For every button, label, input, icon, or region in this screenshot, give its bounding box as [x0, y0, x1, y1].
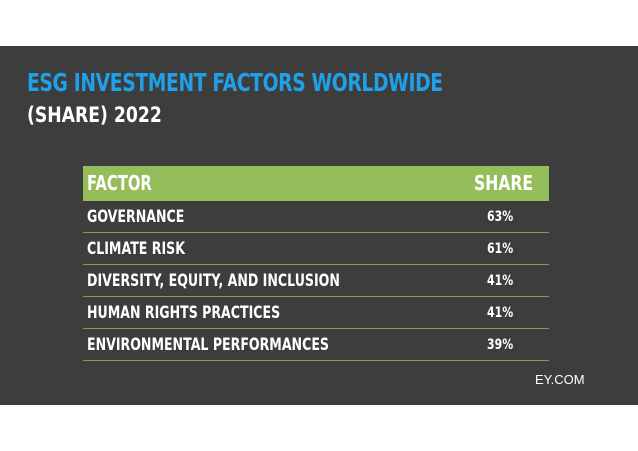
factor-cell: GOVERNANCE [87, 207, 185, 227]
chart-subtitle: (SHARE) 2022 [27, 103, 162, 127]
column-header-share: SHARE [474, 171, 534, 195]
factor-cell: HUMAN RIGHTS PRACTICES [87, 303, 281, 323]
table-row: HUMAN RIGHTS PRACTICES 41% [83, 297, 549, 329]
source-label: EY.COM [535, 372, 585, 387]
share-cell: 61% [487, 241, 514, 257]
table-row: CLIMATE RISK 61% [83, 233, 549, 265]
factor-table: FACTOR SHARE GOVERNANCE 63% CLIMATE RISK… [83, 166, 549, 361]
factor-cell: DIVERSITY, EQUITY, AND INCLUSION [87, 271, 340, 291]
factor-cell: ENVIRONMENTAL PERFORMANCES [87, 335, 329, 355]
share-cell: 41% [487, 273, 514, 289]
table-row: ENVIRONMENTAL PERFORMANCES 39% [83, 329, 549, 361]
column-header-factor: FACTOR [87, 171, 152, 195]
chart-title: ESG INVESTMENT FACTORS WORLDWIDE [27, 68, 443, 97]
slide-panel: ESG INVESTMENT FACTORS WORLDWIDE (SHARE)… [0, 46, 638, 405]
factor-cell: CLIMATE RISK [87, 239, 185, 259]
table-header-row: FACTOR SHARE [83, 166, 549, 201]
share-cell: 63% [487, 209, 514, 225]
table-row: DIVERSITY, EQUITY, AND INCLUSION 41% [83, 265, 549, 297]
share-cell: 39% [487, 337, 514, 353]
table-row: GOVERNANCE 63% [83, 201, 549, 233]
share-cell: 41% [487, 305, 514, 321]
